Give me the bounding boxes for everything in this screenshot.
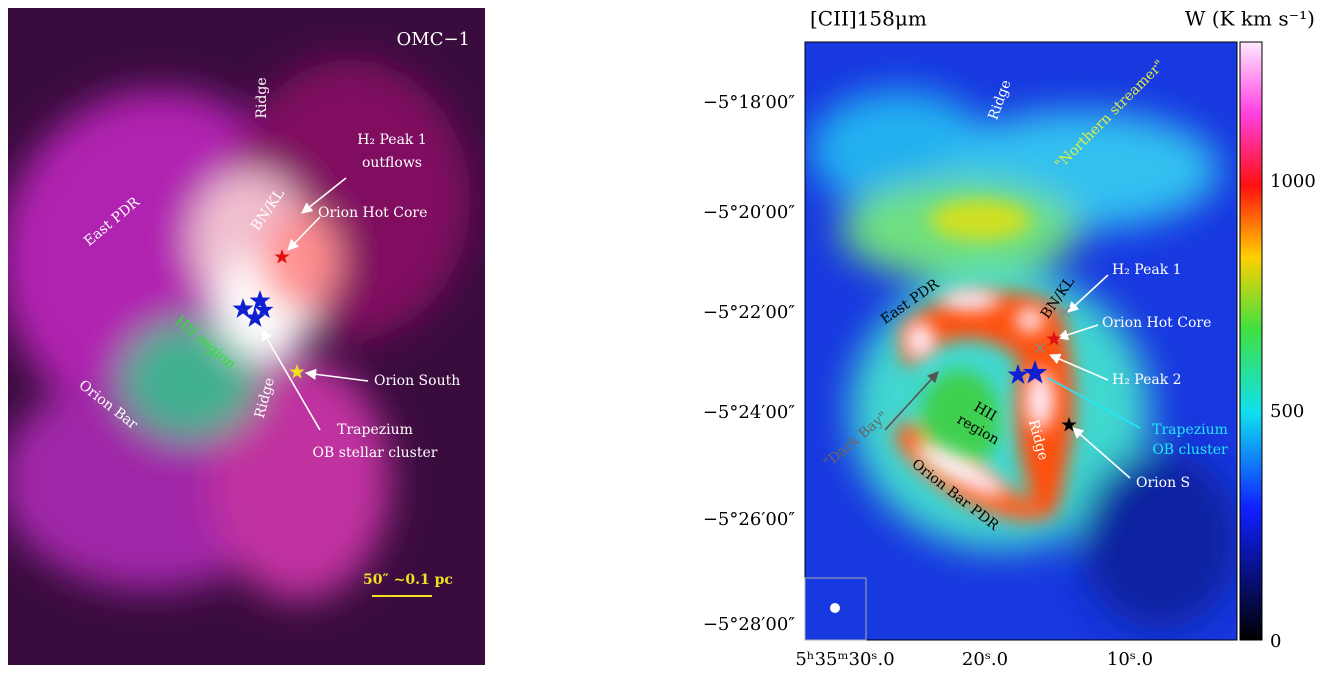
label: OB cluster	[1152, 442, 1228, 458]
y-tick-label: −5°20′00″	[703, 202, 795, 223]
arrow	[1056, 324, 1099, 341]
frame	[804, 41, 1238, 641]
arrow	[1067, 274, 1109, 313]
panel-title: OMC−1	[397, 29, 471, 50]
x-axis: 5ʰ35ᵐ30ˢ.0 20ˢ.0 10ˢ.0	[795, 649, 1153, 670]
label: Ridge	[254, 77, 270, 118]
label: H₂ Peak 1	[1112, 262, 1182, 278]
arrow	[884, 371, 939, 431]
colorbar-tick-label: 0	[1270, 631, 1281, 652]
arrow	[1048, 353, 1109, 381]
beam	[830, 603, 840, 613]
label: Trapezium	[337, 422, 413, 438]
y-tick-label: −5°28′00″	[703, 614, 795, 635]
colorbar-tick-label: 500	[1270, 401, 1304, 422]
label: H₂ Peak 2	[1112, 372, 1182, 388]
y-tick-label: −5°26′00″	[703, 509, 795, 530]
y-tick-label: −5°18′00″	[703, 92, 795, 113]
left-image	[8, 8, 485, 665]
x-tick-label: 5ʰ35ᵐ30ˢ.0	[795, 649, 894, 670]
y-tick-label: −5°22′00″	[703, 302, 795, 323]
colorbar-tick-label: 1000	[1270, 171, 1316, 192]
arrow	[1047, 377, 1141, 429]
right-image	[805, 42, 1237, 640]
panel-title: [CII]158μm	[810, 7, 927, 31]
peak-marker	[1034, 306, 1071, 354]
arrow	[261, 329, 321, 431]
label: Orion Hot Core	[1102, 315, 1211, 331]
y-tick-label: −5°24′00″	[703, 402, 795, 423]
label: outflows	[362, 155, 422, 171]
arrow	[304, 368, 369, 382]
x-tick-label: 10ˢ.0	[1107, 649, 1153, 670]
arrow	[1072, 427, 1131, 479]
label: Orion South	[374, 373, 460, 389]
label: H₂ Peak 1	[357, 132, 427, 148]
arrow	[287, 216, 321, 251]
colorbar-title: W (K km s⁻¹)	[1185, 7, 1315, 31]
y-axis: −5°18′00″ −5°20′00″ −5°22′00″ −5°24′00″ …	[703, 92, 795, 635]
x-tick-label: 20ˢ.0	[962, 649, 1008, 670]
beam-box	[804, 577, 867, 641]
label: OB stellar cluster	[313, 445, 438, 461]
label: Orion Hot Core	[318, 205, 427, 221]
label: Orion S	[1136, 475, 1190, 491]
arrow	[301, 177, 347, 214]
colorbar	[1239, 41, 1263, 641]
label: Trapezium	[1152, 422, 1228, 438]
scale-label: 50″ ~0.1 pc	[363, 572, 453, 588]
